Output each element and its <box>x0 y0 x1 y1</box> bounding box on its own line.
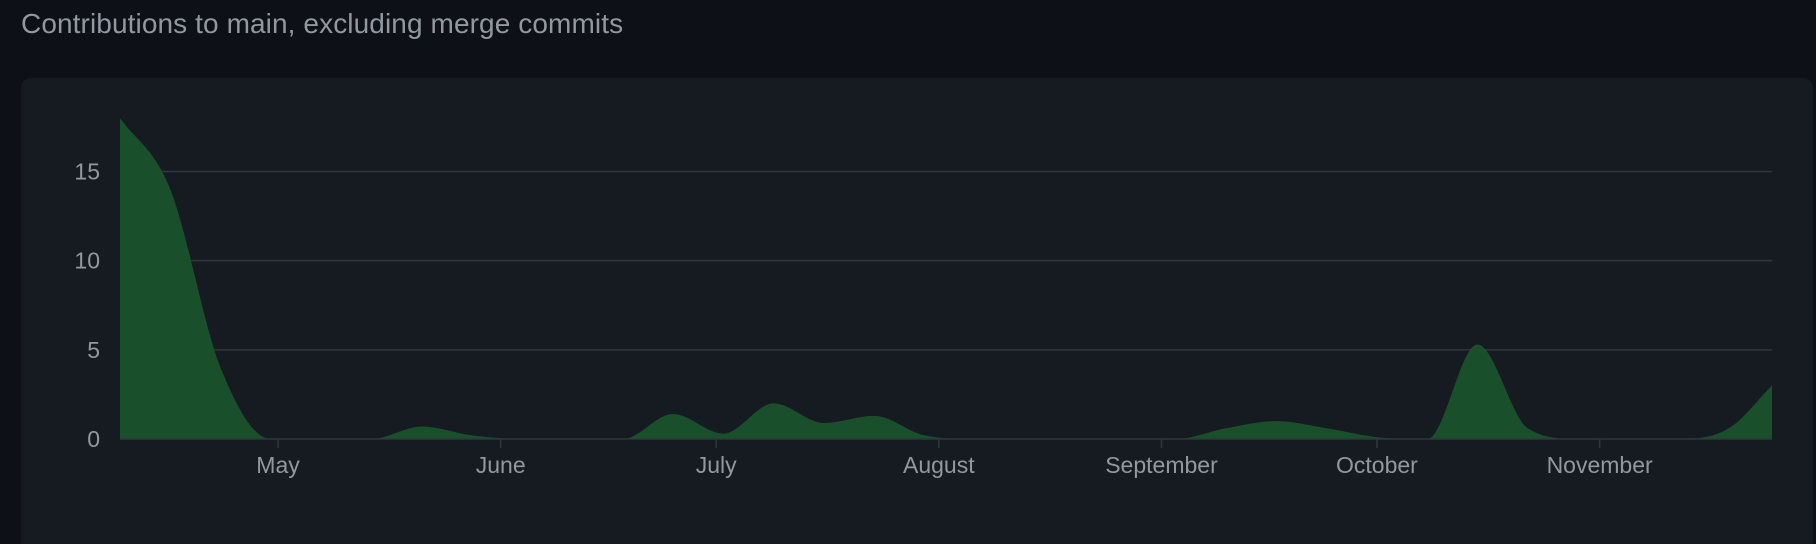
chart-panel <box>21 78 1813 544</box>
x-tick-label: May <box>256 452 300 478</box>
area-series <box>120 118 1772 439</box>
x-tick-label: September <box>1105 452 1218 478</box>
y-tick-label: 15 <box>74 159 100 185</box>
x-tick-label: November <box>1547 452 1653 478</box>
y-tick-label: 10 <box>74 248 100 274</box>
x-tick-label: July <box>696 452 737 478</box>
x-tick-label: June <box>476 452 526 478</box>
y-tick-label: 5 <box>87 337 100 363</box>
y-tick-label: 0 <box>87 426 100 452</box>
axes: 0 5 10 15 May June July August September October N… <box>74 159 1772 478</box>
x-tick-label: August <box>903 452 975 478</box>
grid-lines <box>120 170 1772 351</box>
contributions-area <box>120 118 1772 439</box>
x-tick-label: October <box>1336 452 1418 478</box>
chart-heading: Contributions to main, excluding merge c… <box>21 8 624 39</box>
